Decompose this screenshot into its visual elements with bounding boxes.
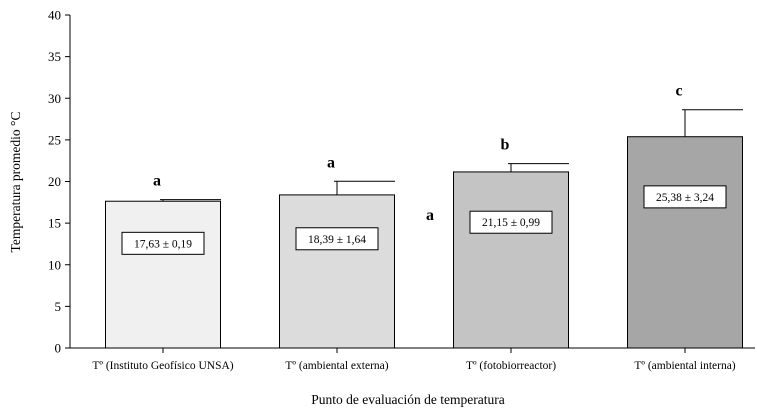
significance-letter: b — [501, 137, 510, 154]
value-label-box — [295, 227, 379, 251]
y-tick-label: 30 — [48, 91, 61, 106]
bar — [453, 171, 569, 349]
value-label: 18,39 ± 1,64 — [308, 234, 366, 246]
x-tick-label: Tº (ambiental externa) — [285, 360, 388, 372]
x-tick-label: Tº (fotobiorreactor) — [466, 360, 556, 372]
x-axis-title: Punto de evaluación de temperatura — [311, 392, 504, 407]
value-label: 25,38 ± 3,24 — [656, 192, 714, 204]
x-tick-label: Tº (Instituto Geofísico UNSA) — [92, 360, 233, 372]
y-tick-label: 5 — [55, 299, 62, 314]
value-label-box — [643, 185, 727, 209]
y-tick-label: 10 — [48, 257, 61, 272]
value-label: 21,15 ± 0,99 — [482, 217, 540, 229]
y-axis-title: Temperatura promedio °C — [8, 112, 23, 253]
significance-letter: a — [327, 154, 335, 171]
bars: 17,63 ± 0,19 a 18,39 ± 1,64 a 21,15 ± 0,99 b 2… — [105, 83, 743, 349]
value-label-box — [121, 231, 205, 255]
bar — [279, 194, 395, 349]
value-label: 17,63 ± 0,19 — [134, 238, 192, 250]
y-tick-label: 35 — [48, 49, 61, 64]
y-tick-label: 20 — [48, 174, 61, 189]
extra-annotation: a — [426, 207, 434, 224]
y-tick-label: 40 — [48, 8, 61, 23]
y-tick-label: 15 — [48, 216, 61, 231]
x-axis: Tº (Instituto Geofísico UNSA) Tº (ambient… — [70, 347, 755, 372]
significance-letter: a — [153, 173, 161, 190]
bar — [105, 200, 221, 349]
y-axis: 0 5 10 15 20 25 30 35 40 — [48, 8, 71, 356]
bar — [627, 136, 743, 349]
value-label-box — [469, 210, 553, 234]
y-tick-label: 0 — [55, 341, 62, 356]
significance-letter: c — [675, 83, 682, 100]
y-tick-label: 25 — [48, 132, 61, 147]
x-tick-label: Tº (ambiental interna) — [634, 360, 735, 372]
